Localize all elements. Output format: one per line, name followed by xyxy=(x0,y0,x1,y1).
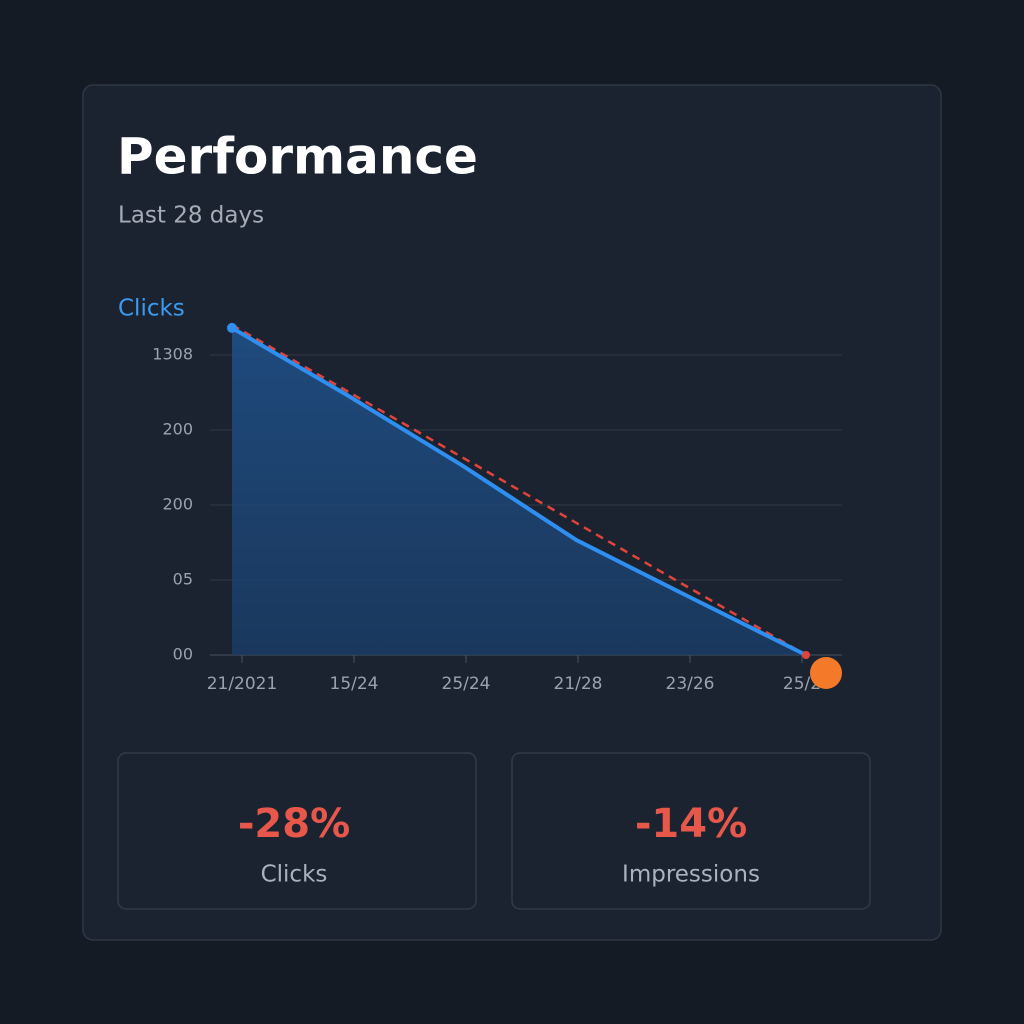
y-tick-label: 05 xyxy=(173,570,193,589)
stat-label: Impressions xyxy=(622,862,760,888)
title: Performance xyxy=(117,128,478,186)
end-marker xyxy=(810,657,842,689)
line xyxy=(230,325,808,657)
x-tick-label: 23/26 xyxy=(666,674,715,694)
y-tick-label: 200 xyxy=(162,495,193,514)
stat-value: -28% xyxy=(238,801,350,847)
y-tick-label: 1308 xyxy=(152,345,193,364)
y-tick-label: 00 xyxy=(173,645,193,664)
start-point xyxy=(227,322,237,333)
stat-card xyxy=(511,752,871,910)
stat-label: Clicks xyxy=(261,862,328,888)
plot: 00 05 200 200 1308 21/2021 15/24 25/24 21/28 23/2… xyxy=(152,322,842,694)
subtitle: Last 28 days xyxy=(118,203,264,229)
trend-line xyxy=(231,323,807,657)
end-point xyxy=(802,651,810,659)
y-tick-label: 200 xyxy=(162,420,193,439)
x-tick-label: 21/28 xyxy=(554,674,603,694)
x-tick-label: 15/24 xyxy=(330,674,379,694)
stat-value: -14% xyxy=(635,801,747,847)
stat-card xyxy=(117,752,477,910)
y-axis-label: Clicks xyxy=(118,296,185,322)
x-tick-label: 25/24 xyxy=(442,674,491,694)
x-tick-label: 21/2021 xyxy=(207,674,278,694)
area-fill xyxy=(232,327,806,655)
